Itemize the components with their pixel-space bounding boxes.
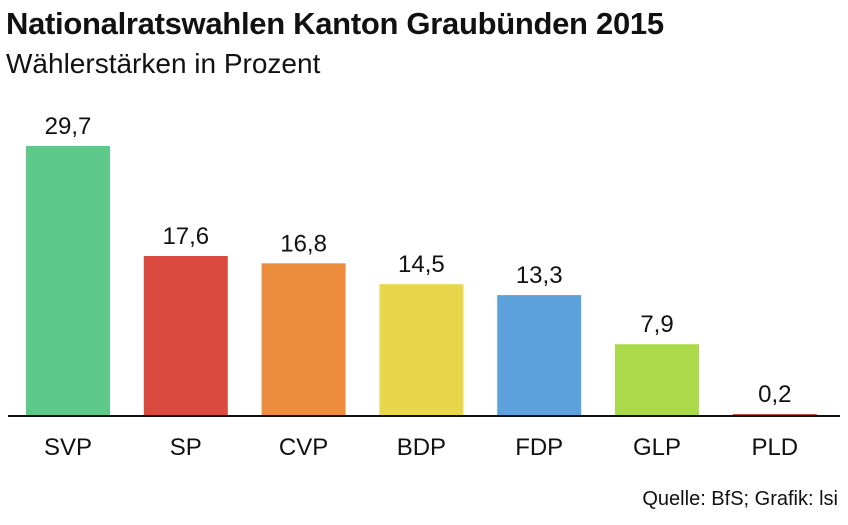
bar-cvp (261, 263, 346, 416)
bars-group (26, 146, 817, 416)
bar-chart: 29,7 17,6 16,8 14,5 13,3 7,9 0,2 SVP SP CVP BDP FD… (8, 113, 840, 461)
category-label-bdp: BDP (397, 434, 446, 461)
value-label-svp: 29,7 (45, 113, 92, 140)
value-label-glp: 7,9 (640, 311, 673, 338)
category-label-sp: SP (170, 434, 202, 461)
bar-sp (143, 256, 228, 416)
chart-subtitle: Wählerstärken in Prozent (6, 48, 321, 79)
bar-svp (26, 146, 110, 416)
value-label-cvp: 16,8 (280, 230, 327, 257)
value-label-fdp: 13,3 (516, 262, 563, 289)
value-label-bdp: 14,5 (398, 251, 445, 278)
category-label-pld: PLD (751, 434, 798, 461)
bar-bdp (379, 284, 464, 416)
bar-glp (615, 344, 699, 416)
value-label-sp: 17,6 (162, 223, 209, 250)
value-label-pld: 0,2 (758, 381, 791, 408)
chart-title: Nationalratswahlen Kanton Graubünden 201… (6, 6, 664, 41)
category-label-glp: GLP (633, 434, 681, 461)
category-label-cvp: CVP (279, 434, 328, 461)
category-label-svp: SVP (44, 434, 92, 461)
value-labels-group: 29,7 17,6 16,8 14,5 13,3 7,9 0,2 (45, 113, 792, 408)
category-labels-group: SVP SP CVP BDP FDP GLP PLD (44, 434, 798, 461)
category-label-fdp: FDP (515, 434, 563, 461)
source-note: Quelle: BfS; Grafik: lsi (642, 488, 838, 510)
bar-fdp (497, 295, 582, 416)
